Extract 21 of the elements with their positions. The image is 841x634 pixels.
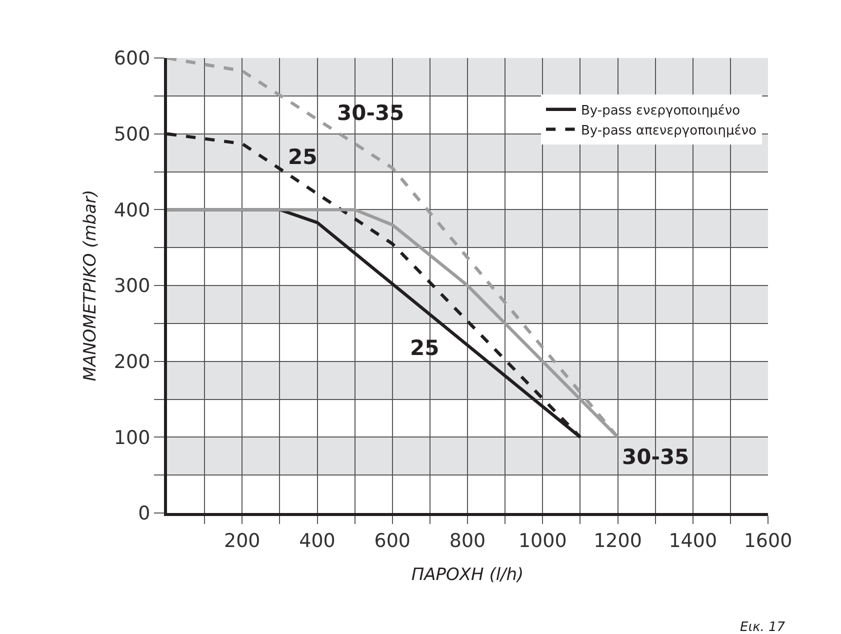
y-tick-label: 600 (114, 48, 150, 70)
text: Εικ. 17 (740, 620, 786, 634)
y-axis-title: ΜΑΝΟΜΕΤΡΙΚΟ (mbar) (80, 190, 100, 382)
annotation: 25 (288, 145, 318, 169)
legend-label: By-pass απενεργοποιημένο (580, 123, 757, 138)
x-axis-title: ΠΑΡΟΧΗ (l/h) (411, 565, 524, 586)
y-tick-label: 400 (114, 199, 150, 222)
x-tick-label: 200 (224, 530, 260, 552)
x-tick-label: 600 (374, 530, 411, 552)
y-tick-label: 100 (114, 426, 150, 449)
x-tick-label: 800 (449, 530, 486, 552)
x-tick-label: 400 (299, 530, 336, 552)
x-tick-label: 1200 (594, 530, 642, 552)
x-tick-label: 1600 (744, 530, 792, 552)
y-tick-label: 500 (114, 123, 150, 146)
x-tick-label: 1000 (518, 530, 567, 552)
y-tick-label: 0 (138, 502, 150, 525)
y-tick-label: 200 (114, 350, 150, 373)
x-tick-label: 1400 (668, 530, 718, 552)
y-tick-label: 300 (114, 275, 150, 298)
legend-label: By-pass ενεργοποιημένο (580, 103, 740, 118)
